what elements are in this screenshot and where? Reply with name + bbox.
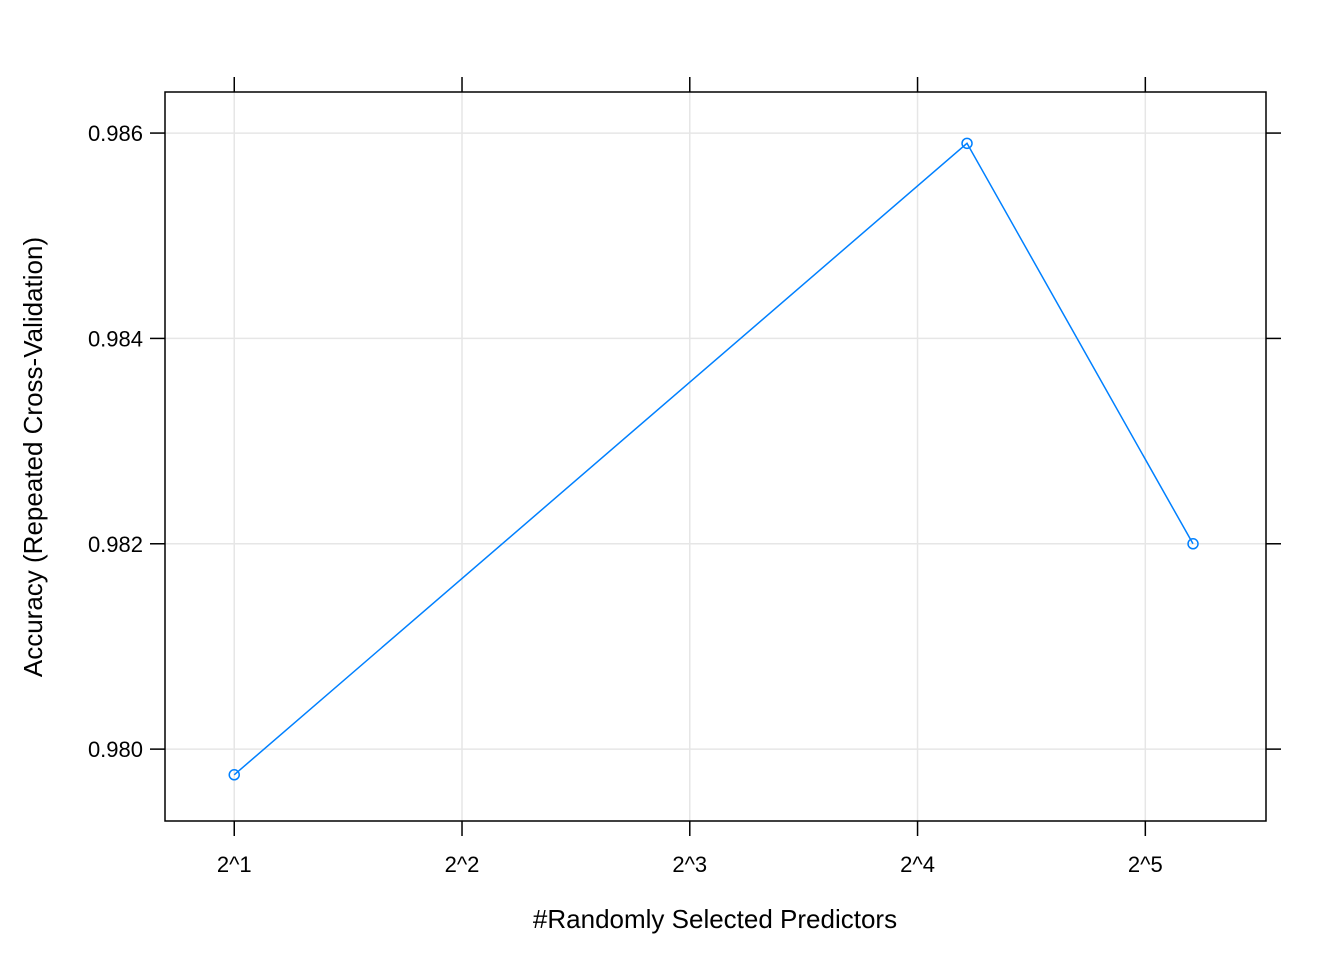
series-layer [228, 137, 1199, 781]
x-tick-label: 2^5 [1128, 852, 1163, 877]
x-tick-label: 2^2 [445, 852, 480, 877]
y-tick-label: 0.982 [88, 532, 143, 557]
ticks [150, 77, 1281, 836]
y-tick-label: 0.980 [88, 737, 143, 762]
plot-frame [164, 91, 1267, 822]
x-tick-label: 2^3 [672, 852, 707, 877]
x-tick-label: 2^1 [217, 852, 252, 877]
y-tick-label: 0.984 [88, 326, 143, 351]
series-line [233, 142, 1194, 776]
grid [165, 92, 1266, 821]
data-point [1187, 538, 1199, 550]
y-axis-title: Accuracy (Repeated Cross-Validation) [18, 237, 48, 677]
tick-labels: 2^1 2^2 2^3 2^4 2^5 0.980 0.982 0.984 0.986 [88, 121, 1163, 877]
data-point [228, 769, 240, 781]
x-tick-label: 2^4 [900, 852, 935, 877]
y-tick-label: 0.986 [88, 121, 143, 146]
x-axis-title: #Randomly Selected Predictors [533, 904, 897, 934]
data-point [961, 137, 973, 150]
